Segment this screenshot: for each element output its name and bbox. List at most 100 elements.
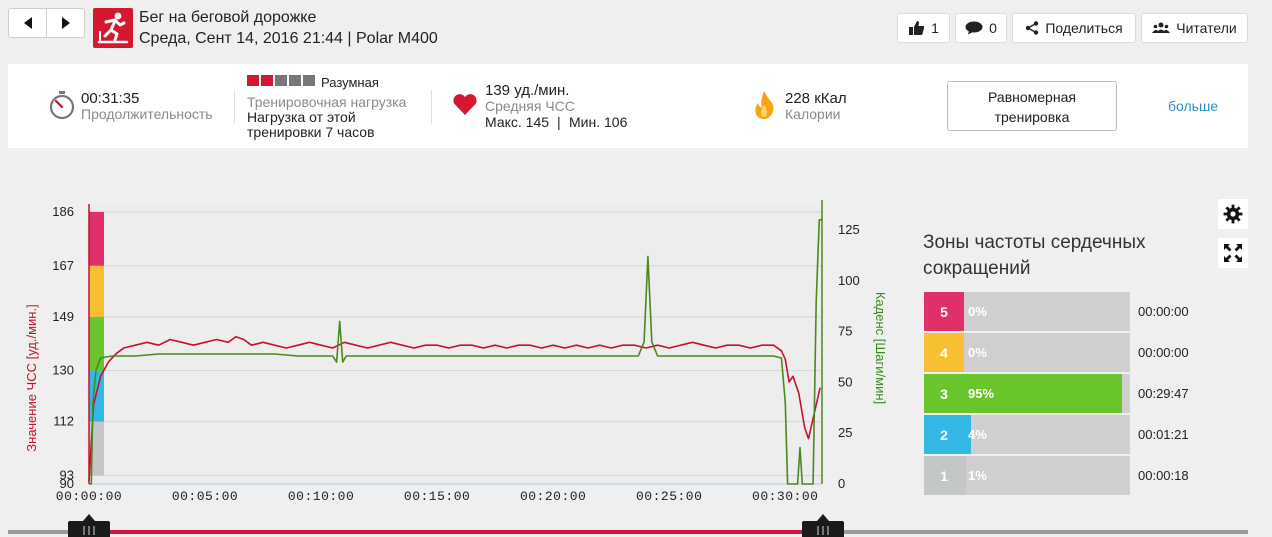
y-right-tick-label: 100	[838, 273, 860, 288]
x-tick-label: 00:15:00	[404, 489, 470, 504]
chevron-left-icon	[23, 17, 32, 29]
fullscreen-button[interactable]	[1218, 238, 1248, 268]
zone-bar-fill	[964, 374, 1122, 413]
zone-bar: 95%	[964, 374, 1130, 413]
share-button[interactable]: Поделиться	[1012, 13, 1136, 43]
comment-button[interactable]: 0	[955, 13, 1007, 43]
y-left-tick-label: 167	[52, 258, 74, 273]
y-right-axis-title: Каденс [Шаги/мин]	[873, 292, 888, 404]
timeline-selected-range	[90, 530, 822, 534]
training-load-desc-2: тренировки 7 часов	[247, 124, 375, 140]
zone-number: 4	[924, 333, 964, 372]
session-title: Бег на беговой дорожке	[139, 9, 317, 26]
chevron-right-icon	[61, 17, 70, 29]
timeline-end-handle[interactable]	[802, 514, 844, 537]
y-right-tick-label: 125	[838, 222, 860, 237]
y-right-tick-label: 0	[838, 476, 845, 491]
like-count: 1	[931, 20, 939, 36]
prev-session-button[interactable]	[9, 9, 46, 37]
training-load-desc-1: Нагрузка от этой	[247, 109, 356, 125]
zone-percent: 0%	[968, 345, 987, 360]
training-load-block	[247, 75, 259, 86]
session-subtitle: Среда, Сент 14, 2016 21:44 | Polar M400	[139, 30, 438, 47]
hr-average-value: 139 уд./мин.	[485, 82, 570, 99]
zone-time: 00:29:47	[1138, 386, 1189, 401]
zone-time: 00:01:21	[1138, 427, 1189, 442]
next-session-button[interactable]	[46, 9, 84, 37]
zone-bar: 0%	[964, 333, 1130, 372]
cadence-series-line	[89, 219, 822, 485]
hr-separator: |	[557, 114, 561, 130]
training-benefit-line2: тренировка	[994, 109, 1070, 125]
chart-settings-button[interactable]	[1218, 199, 1248, 229]
x-tick-label: 00:30:00	[752, 489, 818, 504]
y-left-tick-label: 90	[60, 476, 74, 491]
y-left-tick-label: 93	[60, 468, 74, 483]
duration-value: 00:31:35	[81, 90, 140, 107]
training-benefit-button[interactable]: Равномерная тренировка	[947, 81, 1117, 131]
like-button[interactable]: 1	[897, 13, 950, 43]
training-load-block	[303, 75, 315, 86]
x-tick-label: 00:25:00	[636, 489, 702, 504]
x-tick-label: 00:00:00	[56, 489, 122, 504]
timeline-start-handle[interactable]	[68, 514, 110, 537]
readers-label: Читатели	[1176, 20, 1237, 36]
zone-band	[89, 316, 104, 371]
y-right-tick-label: 50	[838, 374, 852, 389]
training-load-indicator	[247, 75, 315, 86]
training-load-block	[289, 75, 301, 86]
hr-series-line	[88, 335, 821, 482]
duration-label: Продолжительность	[81, 106, 213, 122]
comment-count: 0	[989, 20, 997, 36]
zone-percent: 1%	[968, 468, 987, 483]
gear-icon	[1223, 204, 1243, 224]
zone-time: 00:00:00	[1138, 304, 1189, 319]
expand-icon	[1224, 244, 1242, 262]
zone-percent: 4%	[968, 427, 987, 442]
zone-percent: 0%	[968, 304, 987, 319]
zone-bar: 0%	[964, 292, 1130, 331]
zone-bar-fill	[964, 456, 966, 495]
x-tick-label: 00:05:00	[172, 489, 238, 504]
y-right-tick-label: 25	[838, 425, 852, 440]
zone-bar: 4%	[964, 415, 1130, 454]
zone-row: 5 0% 00:00:00	[924, 292, 1254, 331]
divider	[431, 90, 432, 124]
hr-zones-title: Зоны частоты сердечных сокращений	[923, 232, 1146, 279]
readers-button[interactable]: Читатели	[1141, 13, 1248, 43]
stopwatch-icon	[48, 90, 76, 125]
x-tick-label: 00:20:00	[520, 489, 586, 504]
prev-next-nav	[8, 8, 85, 38]
training-load-block	[261, 75, 273, 86]
share-icon	[1026, 21, 1039, 35]
zone-row: 4 0% 00:00:00	[924, 333, 1254, 372]
zone-number: 2	[924, 415, 964, 454]
y-left-tick-label: 149	[52, 309, 74, 324]
training-load-rating: Разумная	[321, 75, 379, 90]
y-left-axis-title: Значение ЧСС [уд./мин.]	[24, 304, 39, 451]
y-left-tick-label: 112	[53, 414, 74, 429]
top-bar: Бег на беговой дорожке Среда, Сент 14, 2…	[0, 0, 1272, 56]
x-tick-label: 00:10:00	[288, 489, 354, 504]
summary-panel: 00:31:35 Продолжительность Разумная Трен…	[8, 64, 1248, 148]
training-benefit-line1: Равномерная	[988, 89, 1076, 105]
flame-icon	[752, 90, 776, 125]
hr-average-label: Средняя ЧСС	[485, 98, 575, 114]
y-left-tick-label: 186	[52, 204, 74, 219]
more-link[interactable]: больше	[1168, 98, 1218, 114]
zone-number: 3	[924, 374, 964, 413]
zone-row: 1 1% 00:00:18	[924, 456, 1254, 495]
zone-time: 00:00:00	[1138, 345, 1189, 360]
calories-value: 228 кКал	[785, 90, 847, 107]
people-icon	[1152, 22, 1171, 33]
y-left-tick-label: 130	[52, 363, 74, 378]
zone-band	[89, 265, 104, 317]
calories-label: Калории	[785, 106, 841, 122]
zone-row: 3 95% 00:29:47	[924, 374, 1254, 413]
zone-percent: 95%	[968, 386, 995, 401]
treadmill-runner-icon	[93, 8, 133, 48]
zone-band	[89, 212, 104, 266]
zone-bar: 1%	[964, 456, 1130, 495]
zone-time: 00:00:18	[1138, 468, 1189, 483]
